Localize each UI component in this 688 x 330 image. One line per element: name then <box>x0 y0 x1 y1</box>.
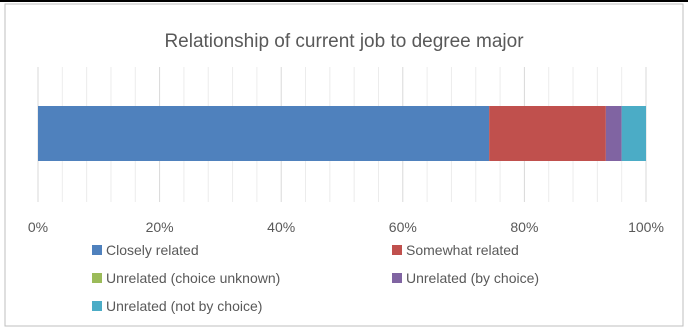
legend-swatch <box>392 273 402 283</box>
outer-border-line <box>0 0 688 2</box>
legend-label: Closely related <box>106 242 199 258</box>
legend-label: Unrelated (not by choice) <box>106 298 262 314</box>
x-tick-label: 20% <box>146 219 174 235</box>
legend-label: Unrelated (choice unknown) <box>106 270 280 286</box>
legend-swatch <box>92 273 102 283</box>
bar-segments <box>38 106 646 161</box>
x-tick-label: 80% <box>510 219 538 235</box>
legend-label: Somewhat related <box>406 242 519 258</box>
x-tick-label: 60% <box>389 219 417 235</box>
legend-label: Unrelated (by choice) <box>406 270 539 286</box>
legend-item-closely-related: Closely related <box>92 242 199 258</box>
legend-item-somewhat-related: Somewhat related <box>392 242 519 258</box>
legend-item-unrelated-choice-unknown: Unrelated (choice unknown) <box>92 270 280 286</box>
chart-title: Relationship of current job to degree ma… <box>164 31 524 52</box>
x-axis-ticks: 0% 20% 40% 60% 80% 100% <box>28 219 664 235</box>
legend-item-unrelated-not-by-choice: Unrelated (not by choice) <box>92 298 262 314</box>
legend-item-unrelated-by-choice: Unrelated (by choice) <box>392 270 539 286</box>
x-tick-label: 100% <box>628 219 664 235</box>
x-tick-label: 40% <box>267 219 295 235</box>
bar-segment-unrelated-not-by-choice <box>621 106 646 161</box>
x-tick-label: 0% <box>28 219 48 235</box>
chart-area <box>4 3 684 327</box>
legend: Closely related Somewhat related Unrelated… <box>92 242 539 314</box>
legend-swatch <box>92 245 102 255</box>
legend-swatch <box>92 301 102 311</box>
bar-segment-unrelated-by-choice <box>605 106 622 161</box>
bar-segment-closely-related <box>38 106 490 161</box>
bar-segment-somewhat-related <box>489 106 606 161</box>
legend-swatch <box>392 245 402 255</box>
